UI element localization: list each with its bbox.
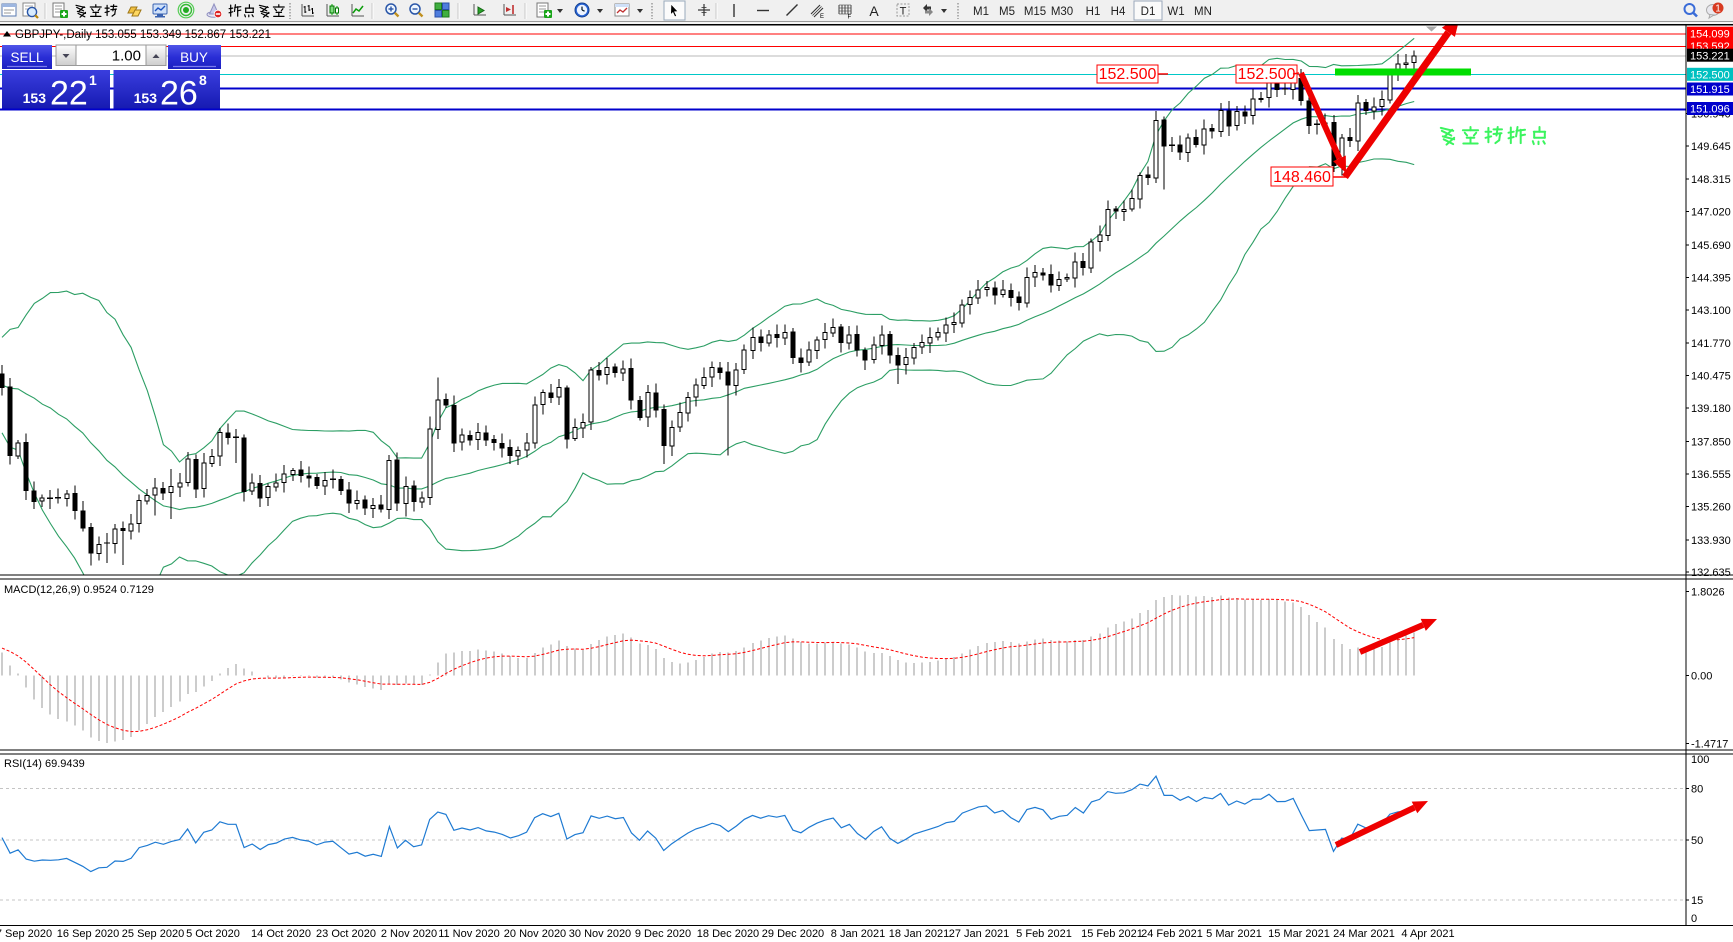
svg-text:133.930: 133.930 [1691,535,1731,547]
svg-text:15 Mar 2021: 15 Mar 2021 [1268,928,1330,940]
svg-text:144.395: 144.395 [1691,272,1731,284]
svg-text:153: 153 [23,90,47,106]
svg-text:H4: H4 [1111,6,1126,18]
svg-text:149.645: 149.645 [1691,141,1731,153]
svg-text:M30: M30 [1051,6,1073,18]
svg-text:A: A [869,3,879,19]
svg-text:143.100: 143.100 [1691,305,1731,317]
svg-text:11 Nov 2020: 11 Nov 2020 [438,928,500,940]
svg-text:E: E [820,14,824,20]
svg-text:132.635: 132.635 [1691,567,1731,579]
svg-text:14 Oct 2020: 14 Oct 2020 [251,928,311,940]
svg-text:153: 153 [134,90,158,106]
svg-text:-1.4717: -1.4717 [1691,739,1728,751]
svg-text:1: 1 [89,72,97,88]
svg-text:25 Sep 2020: 25 Sep 2020 [122,928,184,940]
svg-text:7 Sep 2020: 7 Sep 2020 [0,928,52,940]
svg-text:SELL: SELL [10,50,44,65]
svg-text:T: T [900,6,907,18]
svg-text:24 Mar 2021: 24 Mar 2021 [1333,928,1395,940]
svg-text:152.500: 152.500 [1099,66,1157,83]
svg-text:135.260: 135.260 [1691,501,1731,513]
svg-text:BUY: BUY [180,50,208,65]
svg-text:154.099: 154.099 [1690,28,1730,40]
svg-text:147.020: 147.020 [1691,207,1731,219]
svg-text:148.315: 148.315 [1691,174,1731,186]
svg-text:MACD(12,26,9) 0.9524 0.7129: MACD(12,26,9) 0.9524 0.7129 [4,584,154,596]
svg-text:MN: MN [1194,6,1212,18]
svg-text:140.475: 140.475 [1691,371,1731,383]
svg-text:100: 100 [1691,754,1709,766]
svg-text:18 Dec 2020: 18 Dec 2020 [697,928,759,940]
svg-text:152.500: 152.500 [1238,66,1296,83]
svg-text:RSI(14) 69.9439: RSI(14) 69.9439 [4,758,85,770]
svg-text:50: 50 [1691,835,1703,847]
svg-text:30 Nov 2020: 30 Nov 2020 [569,928,631,940]
svg-text:139.180: 139.180 [1691,403,1731,415]
svg-text:8 Jan 2021: 8 Jan 2021 [831,928,885,940]
svg-text:148.460: 148.460 [1273,169,1331,186]
svg-text:4 Apr 2021: 4 Apr 2021 [1401,928,1454,940]
svg-text:8: 8 [199,72,207,88]
svg-text:M1: M1 [973,6,989,18]
svg-text:18 Jan 2021: 18 Jan 2021 [889,928,950,940]
svg-text:23 Oct 2020: 23 Oct 2020 [316,928,376,940]
svg-text:1.00: 1.00 [112,48,141,65]
svg-text:M5: M5 [999,6,1015,18]
svg-text:15: 15 [1691,895,1703,907]
svg-text:9 Dec 2020: 9 Dec 2020 [635,928,691,940]
svg-text:141.770: 141.770 [1691,338,1731,350]
svg-text:F: F [848,15,852,21]
svg-text:GBPJPY-,Daily 153.055 153.349: GBPJPY-,Daily 153.055 153.349 152.867 15… [15,29,271,41]
svg-text:M15: M15 [1024,6,1046,18]
svg-text:137.850: 137.850 [1691,437,1731,449]
svg-text:152.500: 152.500 [1690,70,1730,82]
svg-text:5 Feb 2021: 5 Feb 2021 [1016,928,1072,940]
svg-text:145.690: 145.690 [1691,240,1731,252]
svg-text:136.555: 136.555 [1691,469,1731,481]
svg-text:153.221: 153.221 [1690,50,1730,62]
svg-text:D1: D1 [1141,6,1156,18]
svg-text:29 Dec 2020: 29 Dec 2020 [762,928,824,940]
svg-text:27 Jan 2021: 27 Jan 2021 [949,928,1010,940]
svg-text:15 Feb 2021: 15 Feb 2021 [1081,928,1143,940]
svg-text:22: 22 [50,75,88,113]
svg-text:16 Sep 2020: 16 Sep 2020 [57,928,119,940]
svg-text:26: 26 [160,75,198,113]
svg-text:1: 1 [1715,4,1721,15]
svg-text:24 Feb 2021: 24 Feb 2021 [1141,928,1203,940]
svg-text:1.8026: 1.8026 [1691,586,1725,598]
svg-text:5 Mar 2021: 5 Mar 2021 [1206,928,1262,940]
svg-text:0.00: 0.00 [1691,670,1712,682]
svg-text:80: 80 [1691,783,1703,795]
svg-text:151.915: 151.915 [1690,84,1730,96]
svg-text:H1: H1 [1086,6,1101,18]
svg-text:151.096: 151.096 [1690,104,1730,116]
svg-text:W1: W1 [1167,6,1184,18]
svg-text:0: 0 [1691,913,1697,925]
svg-text:20 Nov 2020: 20 Nov 2020 [504,928,566,940]
svg-text:5 Oct 2020: 5 Oct 2020 [186,928,240,940]
svg-text:2 Nov 2020: 2 Nov 2020 [381,928,437,940]
